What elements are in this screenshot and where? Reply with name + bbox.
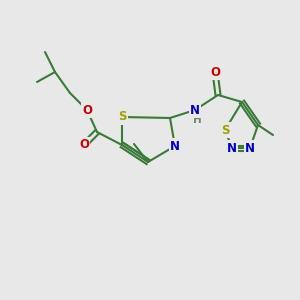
Text: N: N <box>190 103 200 116</box>
Text: O: O <box>79 139 89 152</box>
Text: N: N <box>245 142 255 154</box>
Text: H: H <box>193 115 201 125</box>
Text: O: O <box>210 65 220 79</box>
Text: N: N <box>227 142 237 154</box>
Text: N: N <box>170 140 180 152</box>
Text: S: S <box>118 110 126 124</box>
Text: O: O <box>82 103 92 116</box>
Text: S: S <box>221 124 229 136</box>
